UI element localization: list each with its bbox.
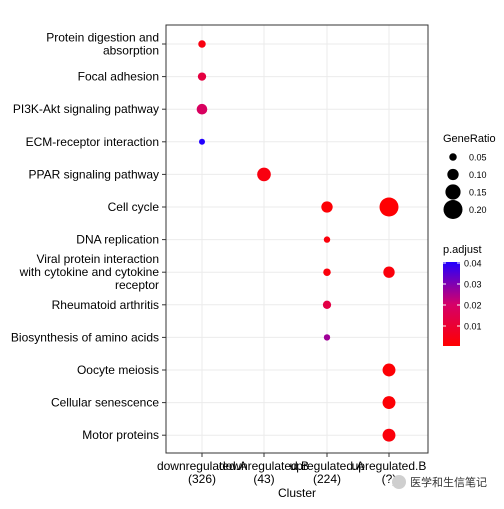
color-legend-title: p.adjust xyxy=(443,244,482,256)
y-tick-label: Rheumatoid arthritis xyxy=(52,298,159,312)
y-tick-label: absorption xyxy=(103,44,159,58)
data-point xyxy=(323,268,331,276)
color-legend-label: 0.04 xyxy=(464,259,482,269)
data-point xyxy=(382,428,396,442)
gridlines xyxy=(166,25,428,453)
y-tick-label: Viral protein interaction xyxy=(36,252,159,266)
x-axis-title: Cluster xyxy=(278,486,316,500)
data-point xyxy=(382,363,396,377)
x-tick-label: downregulated.B xyxy=(219,459,309,473)
watermark: 医学和生信笔记 xyxy=(392,474,487,490)
size-legend-label: 0.15 xyxy=(469,188,487,198)
y-tick-label: PI3K-Akt signaling pathway xyxy=(13,102,159,116)
color-legend-label: 0.02 xyxy=(464,301,482,311)
x-tick-count: (224) xyxy=(313,472,341,486)
data-point xyxy=(196,103,208,115)
x-tick-count: (43) xyxy=(253,472,274,486)
data-point xyxy=(383,266,395,278)
wechat-logo-icon xyxy=(392,475,406,489)
data-point xyxy=(382,396,396,410)
size-legend-dot xyxy=(445,184,461,200)
color-legend-label: 0.01 xyxy=(464,322,482,332)
size-legend: GeneRatio 0.05 0.10 0.15 0.20 xyxy=(443,133,496,219)
size-legend-dot xyxy=(447,168,459,181)
size-legend-label: 0.10 xyxy=(469,170,487,180)
x-tick-label: upregulated.A xyxy=(290,459,365,473)
watermark-text: 医学和生信笔记 xyxy=(410,476,487,489)
x-tick-label: upregulated.B xyxy=(352,459,427,473)
data-point xyxy=(323,334,331,341)
y-tick-label: Cell cycle xyxy=(108,200,160,214)
data-point xyxy=(379,197,399,217)
x-tick-label: downregulated.A xyxy=(157,459,247,473)
y-tick-label: with cytokine and cytokine xyxy=(19,265,160,279)
y-tick-label: DNA replication xyxy=(76,233,159,247)
size-legend-label: 0.05 xyxy=(469,153,487,163)
size-legend-label: 0.20 xyxy=(469,205,487,215)
data-point xyxy=(257,167,271,182)
y-tick-label: Oocyte meiosis xyxy=(77,363,159,377)
size-legend-dot xyxy=(449,153,457,161)
data-point xyxy=(198,40,206,48)
y-tick-label: Cellular senescence xyxy=(51,396,159,410)
x-tick-count: (326) xyxy=(188,472,216,486)
y-tick-label: Focal adhesion xyxy=(78,70,159,84)
plot-panel-border xyxy=(165,24,429,454)
data-point xyxy=(199,138,205,145)
color-legend-bar xyxy=(443,262,460,346)
data-point xyxy=(197,72,207,81)
data-points xyxy=(196,40,399,442)
y-axis-ticks xyxy=(162,43,166,436)
y-tick-label: receptor xyxy=(115,278,159,292)
y-tick-label: Protein digestion and xyxy=(46,31,159,45)
y-tick-label: Biosynthesis of amino acids xyxy=(11,330,159,344)
data-point xyxy=(322,300,332,309)
size-legend-dot xyxy=(443,200,463,219)
color-legend-label: 0.03 xyxy=(464,280,482,290)
data-point xyxy=(321,201,333,213)
color-legend: p.adjust 0.04 0.03 0.02 0.01 xyxy=(443,244,482,346)
y-tick-label: ECM-receptor interaction xyxy=(26,135,159,149)
y-tick-label: PPAR signaling pathway xyxy=(28,167,159,181)
x-axis-labels: downregulated.A(326)downregulated.B(43) u… xyxy=(157,459,426,486)
y-tick-label: Motor proteins xyxy=(82,428,159,442)
x-axis-ticks xyxy=(201,453,390,457)
data-point xyxy=(323,236,331,243)
size-legend-title: GeneRatio xyxy=(443,133,496,145)
